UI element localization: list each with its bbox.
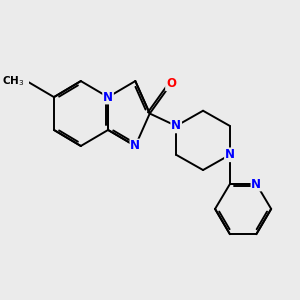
Text: N: N — [225, 148, 235, 161]
Text: CH$_3$: CH$_3$ — [2, 74, 25, 88]
Text: O: O — [166, 77, 176, 90]
Text: N: N — [171, 119, 181, 133]
Text: N: N — [130, 140, 140, 152]
Text: N: N — [103, 91, 113, 103]
Text: N: N — [251, 178, 261, 190]
